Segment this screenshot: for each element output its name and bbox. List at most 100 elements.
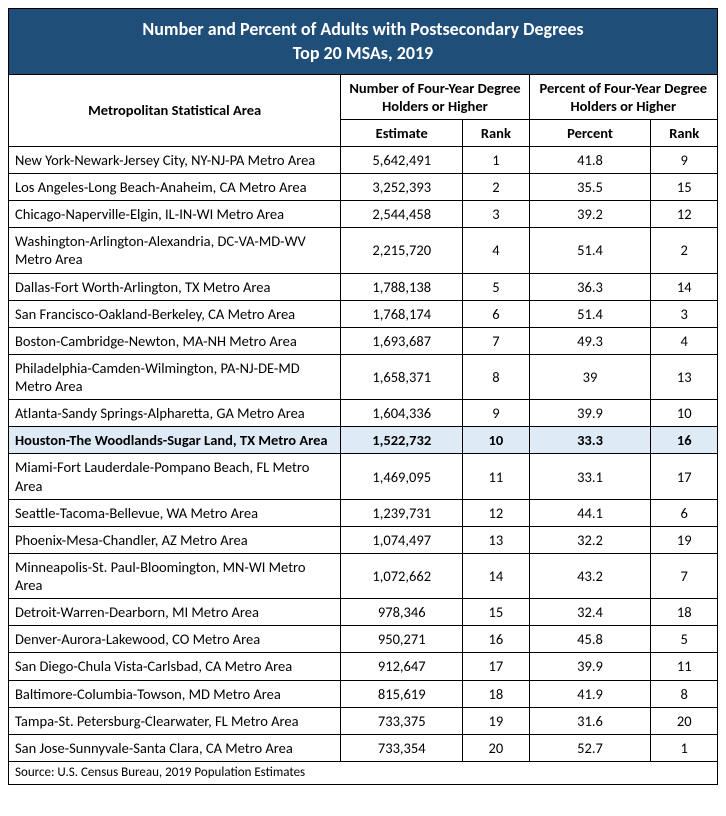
table-row: Atlanta-Sandy Springs-Alpharetta, GA Met… [9, 400, 718, 427]
cell-estimate: 815,619 [341, 680, 463, 707]
table-row: Baltimore-Columbia-Towson, MD Metro Area… [9, 680, 718, 707]
cell-percent-rank: 11 [651, 653, 718, 680]
cell-estimate-rank: 7 [463, 327, 529, 354]
cell-percent-rank: 15 [651, 174, 718, 201]
cell-percent: 51.4 [529, 300, 651, 327]
table-row: Houston-The Woodlands-Sugar Land, TX Met… [9, 427, 718, 454]
cell-estimate-rank: 15 [463, 599, 529, 626]
cell-msa: Baltimore-Columbia-Towson, MD Metro Area [9, 680, 341, 707]
cell-percent: 35.5 [529, 174, 651, 201]
cell-estimate-rank: 17 [463, 653, 529, 680]
cell-percent: 43.2 [529, 553, 651, 598]
cell-estimate-rank: 8 [463, 354, 529, 399]
cell-percent-rank: 12 [651, 201, 718, 228]
cell-msa: Boston-Cambridge-Newton, MA-NH Metro Are… [9, 327, 341, 354]
cell-estimate: 978,346 [341, 599, 463, 626]
cell-percent-rank: 10 [651, 400, 718, 427]
cell-percent-rank: 14 [651, 273, 718, 300]
cell-percent-rank: 6 [651, 499, 718, 526]
cell-percent: 33.3 [529, 427, 651, 454]
table-row: Washington-Arlington-Alexandria, DC-VA-M… [9, 228, 718, 273]
cell-percent: 45.8 [529, 626, 651, 653]
cell-percent: 32.4 [529, 599, 651, 626]
cell-estimate-rank: 14 [463, 553, 529, 598]
cell-msa: Washington-Arlington-Alexandria, DC-VA-M… [9, 228, 341, 273]
cell-percent: 36.3 [529, 273, 651, 300]
cell-percent-rank: 5 [651, 626, 718, 653]
cell-msa: Los Angeles-Long Beach-Anaheim, CA Metro… [9, 174, 341, 201]
cell-msa: San Jose-Sunnyvale-Santa Clara, CA Metro… [9, 734, 341, 761]
cell-estimate-rank: 9 [463, 400, 529, 427]
cell-percent-rank: 17 [651, 454, 718, 499]
col-header-percent-group: Percent of Four-Year Degree Holders or H… [529, 74, 717, 119]
cell-estimate: 1,768,174 [341, 300, 463, 327]
cell-percent-rank: 1 [651, 734, 718, 761]
cell-percent: 49.3 [529, 327, 651, 354]
cell-percent: 39 [529, 354, 651, 399]
msa-degree-table: Number and Percent of Adults with Postse… [8, 8, 718, 785]
cell-msa: Atlanta-Sandy Springs-Alpharetta, GA Met… [9, 400, 341, 427]
table-row: Denver-Aurora-Lakewood, CO Metro Area950… [9, 626, 718, 653]
cell-percent: 31.6 [529, 707, 651, 734]
cell-estimate-rank: 16 [463, 626, 529, 653]
cell-estimate-rank: 20 [463, 734, 529, 761]
cell-estimate: 2,215,720 [341, 228, 463, 273]
cell-percent-rank: 2 [651, 228, 718, 273]
cell-percent: 44.1 [529, 499, 651, 526]
cell-percent: 33.1 [529, 454, 651, 499]
cell-percent: 39.9 [529, 400, 651, 427]
cell-percent-rank: 3 [651, 300, 718, 327]
cell-estimate-rank: 11 [463, 454, 529, 499]
cell-msa: Tampa-St. Petersburg-Clearwater, FL Metr… [9, 707, 341, 734]
table-row: Phoenix-Mesa-Chandler, AZ Metro Area1,07… [9, 526, 718, 553]
table-row: Philadelphia-Camden-Wilmington, PA-NJ-DE… [9, 354, 718, 399]
cell-estimate-rank: 4 [463, 228, 529, 273]
table-row: New York-Newark-Jersey City, NY-NJ-PA Me… [9, 146, 718, 173]
table-row: Tampa-St. Petersburg-Clearwater, FL Metr… [9, 707, 718, 734]
cell-percent-rank: 16 [651, 427, 718, 454]
cell-percent-rank: 9 [651, 146, 718, 173]
cell-estimate-rank: 6 [463, 300, 529, 327]
cell-percent-rank: 4 [651, 327, 718, 354]
cell-percent-rank: 7 [651, 553, 718, 598]
table-row: Seattle-Tacoma-Bellevue, WA Metro Area1,… [9, 499, 718, 526]
cell-estimate-rank: 2 [463, 174, 529, 201]
col-header-estimate-rank: Rank [463, 119, 529, 146]
cell-percent-rank: 8 [651, 680, 718, 707]
col-header-estimate: Estimate [341, 119, 463, 146]
table-row: San Jose-Sunnyvale-Santa Clara, CA Metro… [9, 734, 718, 761]
cell-estimate-rank: 5 [463, 273, 529, 300]
cell-msa: San Francisco-Oakland-Berkeley, CA Metro… [9, 300, 341, 327]
cell-msa: New York-Newark-Jersey City, NY-NJ-PA Me… [9, 146, 341, 173]
cell-estimate: 1,074,497 [341, 526, 463, 553]
cell-estimate: 2,544,458 [341, 201, 463, 228]
cell-estimate: 950,271 [341, 626, 463, 653]
cell-estimate: 1,469,095 [341, 454, 463, 499]
cell-msa: Detroit-Warren-Dearborn, MI Metro Area [9, 599, 341, 626]
table-row: Minneapolis-St. Paul-Bloomington, MN-WI … [9, 553, 718, 598]
table-row: Miami-Fort Lauderdale-Pompano Beach, FL … [9, 454, 718, 499]
cell-msa: Miami-Fort Lauderdale-Pompano Beach, FL … [9, 454, 341, 499]
cell-estimate-rank: 1 [463, 146, 529, 173]
cell-estimate-rank: 12 [463, 499, 529, 526]
table-row: Dallas-Fort Worth-Arlington, TX Metro Ar… [9, 273, 718, 300]
cell-percent: 41.9 [529, 680, 651, 707]
cell-msa: Seattle-Tacoma-Bellevue, WA Metro Area [9, 499, 341, 526]
cell-estimate: 1,072,662 [341, 553, 463, 598]
cell-percent: 51.4 [529, 228, 651, 273]
table-row: San Diego-Chula Vista-Carlsbad, CA Metro… [9, 653, 718, 680]
cell-msa: Dallas-Fort Worth-Arlington, TX Metro Ar… [9, 273, 341, 300]
cell-estimate-rank: 13 [463, 526, 529, 553]
cell-estimate-rank: 10 [463, 427, 529, 454]
table-row: Los Angeles-Long Beach-Anaheim, CA Metro… [9, 174, 718, 201]
col-header-number-group: Number of Four-Year Degree Holders or Hi… [341, 74, 529, 119]
cell-percent: 52.7 [529, 734, 651, 761]
table-row: Chicago-Naperville-Elgin, IL-IN-WI Metro… [9, 201, 718, 228]
cell-percent-rank: 13 [651, 354, 718, 399]
cell-estimate: 1,604,336 [341, 400, 463, 427]
cell-estimate-rank: 18 [463, 680, 529, 707]
table-row: Detroit-Warren-Dearborn, MI Metro Area97… [9, 599, 718, 626]
cell-msa: Minneapolis-St. Paul-Bloomington, MN-WI … [9, 553, 341, 598]
cell-estimate-rank: 3 [463, 201, 529, 228]
source-note: Source: U.S. Census Bureau, 2019 Populat… [9, 761, 718, 784]
